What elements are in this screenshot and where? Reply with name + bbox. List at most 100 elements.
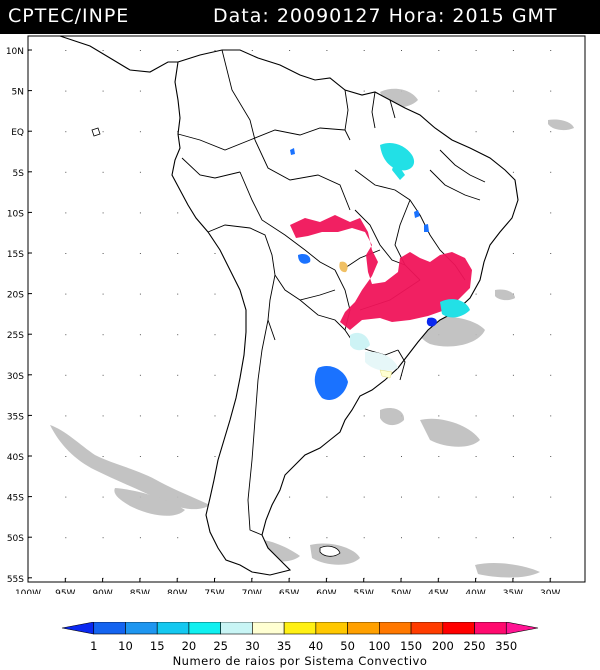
time-value: 2015 GMT (452, 5, 558, 27)
grid-dot (65, 50, 67, 51)
grid-dot (550, 293, 552, 295)
grid-dot (550, 334, 552, 336)
lat-label: 5S (13, 169, 25, 179)
lat-label: 10N (6, 47, 24, 57)
grid-dot (214, 334, 216, 336)
grid-dot (550, 50, 552, 51)
blue-cell-small-2 (424, 224, 429, 232)
galapagos-islands (91, 127, 101, 137)
cyan-cell-tail (392, 160, 405, 180)
grid-dot (512, 537, 514, 539)
grid-dot (289, 496, 291, 498)
grid-dot (289, 50, 291, 51)
grid-dot (326, 456, 328, 457)
colorbar-tick-label: 15 (150, 639, 165, 653)
grid-dot (363, 537, 365, 539)
lon-label: 100W (15, 589, 41, 594)
grid-dot (102, 415, 104, 417)
grid-dot (139, 90, 141, 92)
grid-dot (550, 415, 552, 417)
grid-dot (363, 50, 365, 51)
grid-dot (65, 253, 67, 254)
grid-dot (475, 374, 477, 376)
yellow-cell (379, 369, 393, 379)
lat-label: 40S (7, 453, 24, 463)
grid-dot (512, 50, 514, 51)
grid-dot (65, 374, 67, 376)
grid-dot (438, 415, 440, 417)
blue-cell-bolivia (298, 253, 311, 264)
blue-cell-argentina (314, 365, 348, 401)
grid-dot (65, 131, 67, 133)
grid-dot (512, 253, 514, 254)
lat-label: 10S (7, 209, 24, 219)
cyan-cell-southeast (440, 299, 470, 318)
map-header: CPTEC/INPE Data: 20090127 Hora: 2015 GMT (0, 0, 600, 34)
grid-dot (139, 171, 141, 173)
grid-dot (102, 50, 104, 51)
grid-dot (289, 537, 291, 539)
colorbar-box (252, 621, 285, 635)
grid-dot (177, 537, 179, 539)
magenta-cell-large (290, 215, 472, 330)
grid-dot (326, 537, 328, 539)
grid-dot (177, 293, 179, 295)
legend-caption: Numero de raios por Sistema Convectivo (172, 654, 428, 668)
grid-dot (550, 496, 552, 498)
grid-dot (438, 374, 440, 376)
grid-dot (475, 131, 477, 133)
lon-label: 55W (354, 589, 374, 594)
lon-label: 60W (316, 589, 336, 594)
grid-dot (65, 334, 67, 336)
lon-label: 95W (55, 589, 75, 594)
grid-dot (550, 374, 552, 376)
grid-dot (251, 50, 253, 51)
cyan-cell-north (380, 143, 415, 171)
grid-dot (102, 496, 104, 498)
grid-dot (326, 50, 328, 51)
grid-dot (512, 171, 514, 173)
grid-dot (512, 415, 514, 417)
lightning-map: 10N5NEQ5S10S15S20S25S30S35S40S45S50S55S … (6, 35, 586, 599)
lat-label: 45S (7, 494, 24, 504)
grid-dot (512, 456, 514, 457)
colorbar-tick-label: 350 (495, 639, 517, 653)
grid-dot (102, 212, 104, 214)
grid-dot (475, 90, 477, 92)
grid-dot (475, 293, 477, 295)
grid-dot (550, 212, 552, 214)
grid-dot (550, 171, 552, 173)
colorbar-arrow-right (505, 621, 539, 635)
lat-label: 55S (7, 575, 24, 585)
grid-dot (475, 456, 477, 457)
colorbar-tick-label: 10 (118, 639, 133, 653)
colorbar-box (188, 621, 221, 635)
lon-label: 65W (279, 589, 299, 594)
colorbar-tick-labels: 1 10 15 20 25 30 35 40 50 100 150 200 250 350 (90, 639, 517, 653)
falkland-islands (319, 545, 341, 557)
grid-dot (438, 90, 440, 92)
lon-label: 45W (428, 589, 448, 594)
grid-dot (102, 90, 104, 92)
colorbar-box (125, 621, 158, 635)
lat-label: 15S (7, 250, 24, 260)
grid-dot (139, 212, 141, 214)
colorbar-tick-label: 200 (432, 639, 454, 653)
grid-dot (102, 171, 104, 173)
grid-dot (177, 131, 179, 133)
grid-dot (512, 131, 514, 133)
grid-dot (363, 90, 365, 92)
colorbar-tick-label: 35 (277, 639, 292, 653)
central-america-outline (28, 35, 178, 73)
grid-dot (65, 171, 67, 173)
grid-dot (139, 293, 141, 295)
grid-dot (512, 496, 514, 498)
grid-dot (177, 374, 179, 376)
grid-dot (512, 334, 514, 336)
grid-dot (102, 456, 104, 457)
map-panel: 10N 5N EQ 5S 10S 15S 20S 25S 30S 35S 40S 45S 50S 55S … (0, 34, 600, 599)
grid-dot (214, 293, 216, 295)
pale-cell-paraguay (350, 332, 370, 351)
grid-dot (550, 456, 552, 457)
colorbar-tick-label: 30 (245, 639, 260, 653)
